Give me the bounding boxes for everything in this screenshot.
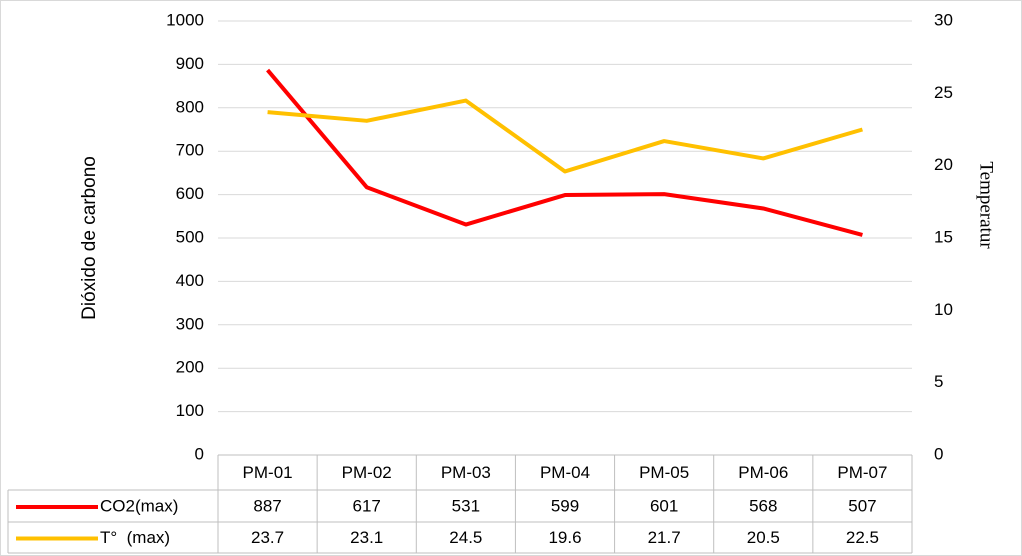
x-tick-label: PM-07 <box>837 463 887 482</box>
legend-label: CO2(max) <box>100 496 178 515</box>
x-tick-label: PM-06 <box>738 463 788 482</box>
y-tick-label: 300 <box>176 314 204 333</box>
y-tick-label: 500 <box>176 227 204 246</box>
line-series <box>266 68 863 237</box>
y-tick-label: 0 <box>195 444 204 463</box>
y2-tick-label: 25 <box>934 83 953 102</box>
y-tick-label: 400 <box>176 271 204 290</box>
y2-tick-label: 30 <box>934 10 953 29</box>
table-value: 23.1 <box>350 528 383 547</box>
table-value: 21.7 <box>648 528 681 547</box>
x-tick-label: PM-01 <box>243 463 293 482</box>
x-tick-label: PM-02 <box>342 463 392 482</box>
y-tick-label: 100 <box>176 401 204 420</box>
y2-axis-label: Temperatur <box>976 161 997 249</box>
y-tick-label: 600 <box>176 184 204 203</box>
table-value: 531 <box>452 496 480 515</box>
y2-tick-label: 15 <box>934 227 953 246</box>
y-tick-label: 800 <box>176 97 204 116</box>
x-tick-label: PM-03 <box>441 463 491 482</box>
table-value: 599 <box>551 496 579 515</box>
y-tick-label: 1000 <box>166 10 204 29</box>
y2-tick-label: 0 <box>934 444 943 463</box>
table-value: 19.6 <box>548 528 581 547</box>
table-value: 507 <box>848 496 876 515</box>
y-tick-label: 700 <box>176 141 204 160</box>
table-value: 617 <box>353 496 381 515</box>
x-tick-label: PM-05 <box>639 463 689 482</box>
table-value: 22.5 <box>846 528 879 547</box>
y2-tick-label: 20 <box>934 155 953 174</box>
y2-tick-label: 10 <box>934 300 953 319</box>
table-value: 887 <box>253 496 281 515</box>
y-axis-label: Dióxido de carbono <box>79 156 100 320</box>
table-value: 568 <box>749 496 777 515</box>
y-tick-label: 200 <box>176 358 204 377</box>
line-series <box>267 98 863 174</box>
y-tick-label: 900 <box>176 54 204 73</box>
table-value: 24.5 <box>449 528 482 547</box>
x-tick-label: PM-04 <box>540 463 590 482</box>
table-value: 23.7 <box>251 528 284 547</box>
y2-tick-label: 5 <box>934 372 943 391</box>
table-value: 20.5 <box>747 528 780 547</box>
table-value: 601 <box>650 496 678 515</box>
legend-label: T° (max) <box>100 528 170 547</box>
